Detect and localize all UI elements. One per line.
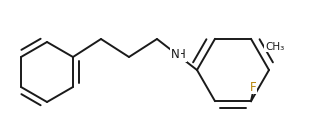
Text: F: F — [250, 81, 256, 94]
Text: CH₃: CH₃ — [265, 42, 284, 52]
Text: H: H — [177, 48, 186, 61]
Text: N: N — [171, 48, 180, 61]
